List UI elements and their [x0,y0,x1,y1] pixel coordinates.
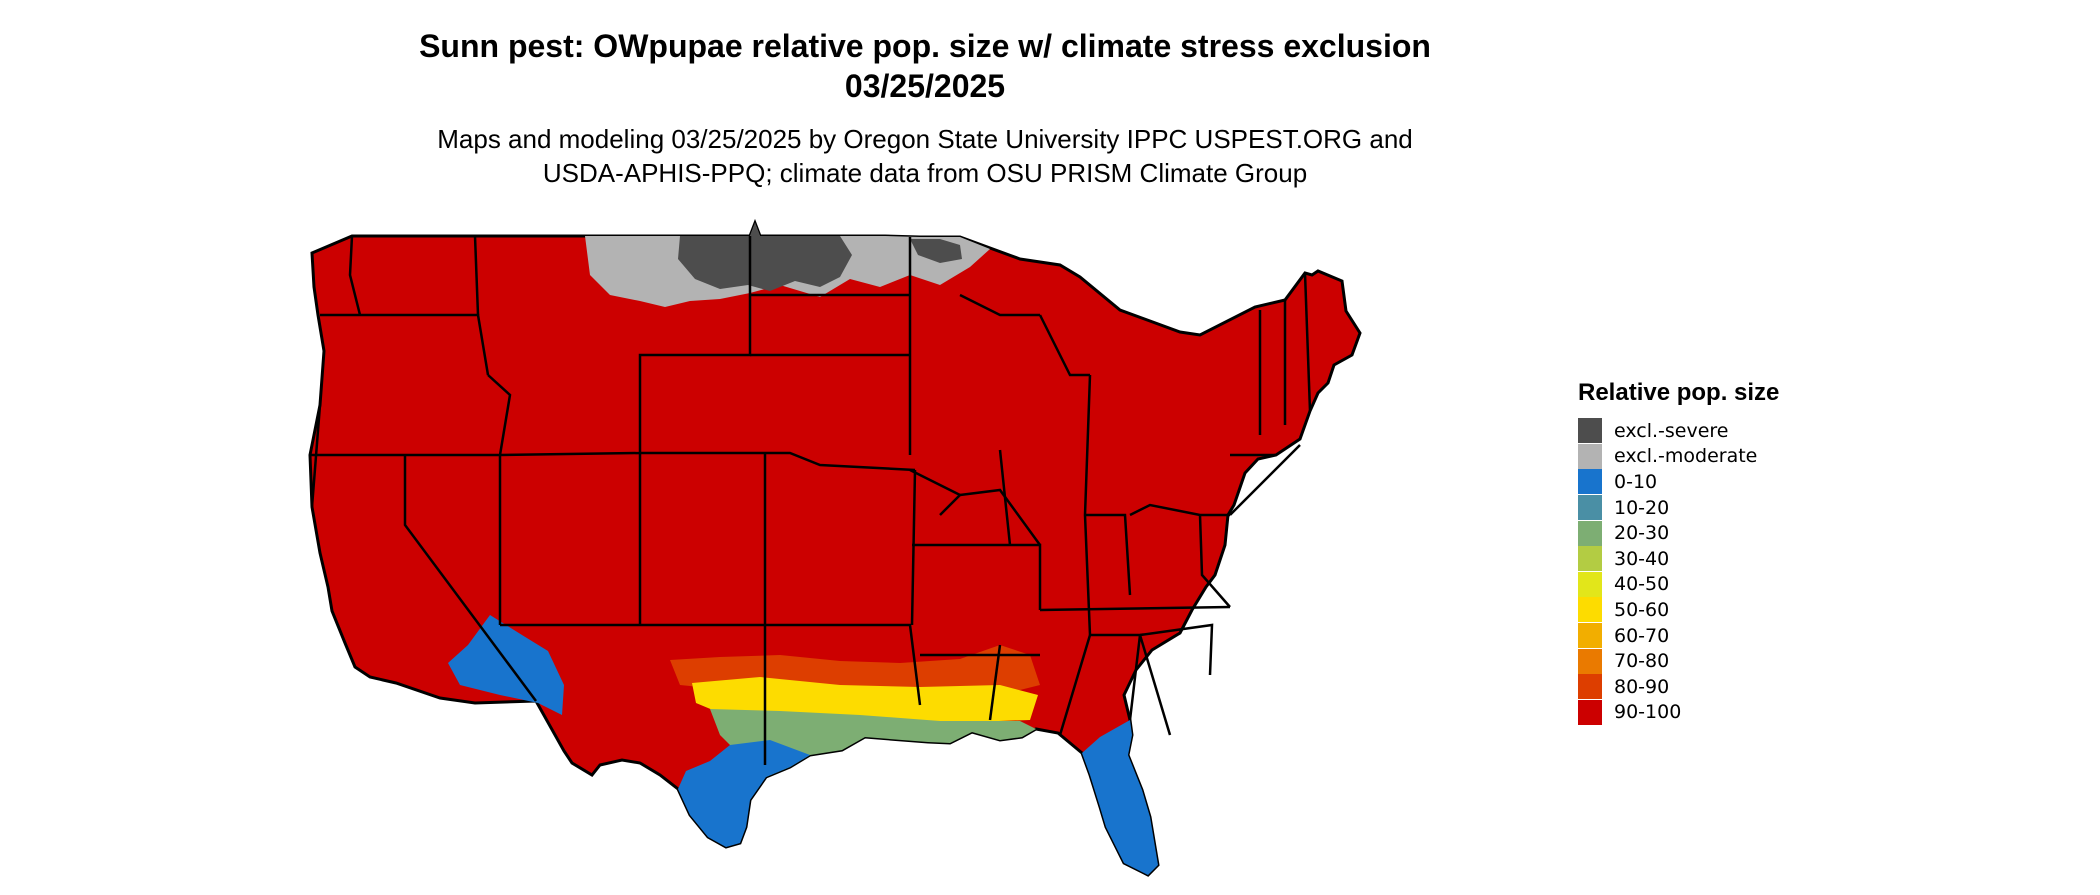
legend-label: 30-40 [1614,547,1670,570]
legend-swatch [1578,648,1602,674]
legend-swatch [1578,520,1602,546]
legend-label: 50-60 [1614,598,1670,621]
legend-list: excl.-severe excl.-moderate 0-10 10-20 20-30… [1578,418,1779,725]
legend-item: 90-100 [1578,699,1779,726]
legend-item: 10-20 [1578,495,1779,521]
map-subtitle-line1: Maps and modeling 03/25/2025 by Oregon S… [437,124,1413,154]
legend-swatch [1578,443,1602,469]
legend-item: 60-70 [1578,623,1779,649]
legend-swatch [1578,623,1602,649]
legend-label: 10-20 [1614,496,1670,519]
legend-item: excl.-severe [1578,418,1779,444]
legend-item: 0-10 [1578,469,1779,495]
legend-swatch [1578,674,1602,700]
band-0-10-florida [1082,720,1158,875]
us-land-fill [308,218,1362,877]
legend-swatch [1578,546,1602,572]
legend-swatch [1578,699,1602,725]
legend-label: excl.-severe [1614,419,1729,442]
legend-label: 20-30 [1614,522,1670,545]
map-date: 03/25/2025 [844,68,1006,104]
legend-swatch [1578,418,1602,444]
legend-label: 60-70 [1614,624,1670,647]
legend-label: 0-10 [1614,470,1658,493]
legend-title: Relative pop. size [1578,379,1780,406]
legend-label: 80-90 [1614,675,1670,698]
exclusion-severe-northeast [910,239,962,263]
legend-swatch [1578,495,1602,521]
band-0-10-southwest [448,615,564,715]
legend-swatch [1578,597,1602,623]
us-map [308,218,1362,877]
legend-swatch [1578,469,1602,495]
exclusion-severe-north [678,223,852,291]
legend-label: 40-50 [1614,573,1670,596]
state-boundaries [310,235,1312,765]
legend-label: 90-100 [1614,701,1682,724]
legend-item: 20-30 [1578,520,1779,546]
legend-item: 40-50 [1578,571,1779,598]
legend-label: excl.-moderate [1614,445,1758,468]
band-0-10-gulf [678,740,810,847]
legend-label: 70-80 [1614,650,1670,673]
legend-item: excl.-moderate [1578,443,1779,470]
legend-item: 70-80 [1578,648,1779,674]
legend-item: 80-90 [1578,674,1779,700]
map-legend: Relative pop. size excl.-severe excl.-mod… [1578,378,1779,725]
legend-item: 50-60 [1578,597,1779,623]
map-subtitle-line2: USDA-APHIS-PPQ; climate data from OSU PR… [542,158,1308,188]
map-title: Sunn pest: OWpupae relative pop. size w/… [419,28,1431,64]
legend-swatch [1578,571,1602,597]
legend-item: 30-40 [1578,546,1779,572]
